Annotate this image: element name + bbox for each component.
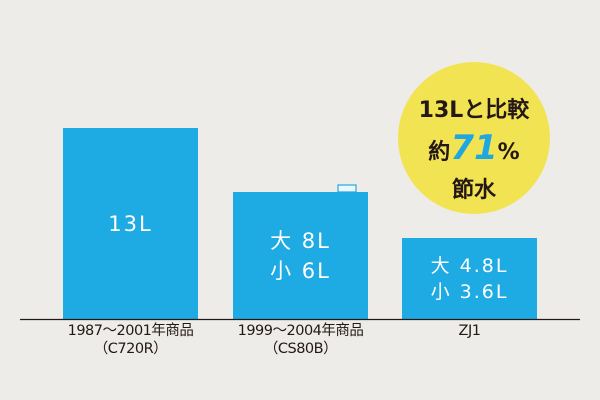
tank-lid-mark [337,184,357,193]
badge-compare-text: 13Lと比較 [418,98,530,123]
badge-percent-value: 71 [450,128,498,168]
category-line: （C720R） [93,341,168,357]
bar-value-line: 小 3.6L [430,280,509,303]
category-line: 1987〜2001年商品 [67,323,194,339]
bar-value-label: 大 4.8L 小 3.6L [402,253,537,305]
category-label: ZJ1 [377,322,562,340]
savings-badge: 13Lと比較 約71% 節水 [398,62,550,214]
bar-value-line: 大 8L [270,228,331,253]
bar-1 [63,128,198,319]
bar-3 [402,238,537,319]
category-line: 1999〜2004年商品 [237,323,364,339]
badge-saving-text: 節水 [451,178,496,203]
badge-prefix: 約 [428,140,451,165]
category-label: 1987〜2001年商品 （C720R） [38,322,223,358]
bar-value-line: 13L [108,211,153,236]
badge-percent-sign: % [497,140,520,165]
badge-percent-line: 約71% [398,128,550,168]
bar-value-line: 大 4.8L [430,254,509,277]
bar-value-line: 小 6L [270,258,331,283]
category-label: 1999〜2004年商品 （CS80B） [208,322,393,358]
category-line: （CS80B） [263,341,338,357]
bar-value-label: 大 8L 小 6L [233,226,368,286]
category-line: ZJ1 [458,323,481,339]
bar-2 [233,192,368,319]
bar-value-label: 13L [63,209,198,239]
